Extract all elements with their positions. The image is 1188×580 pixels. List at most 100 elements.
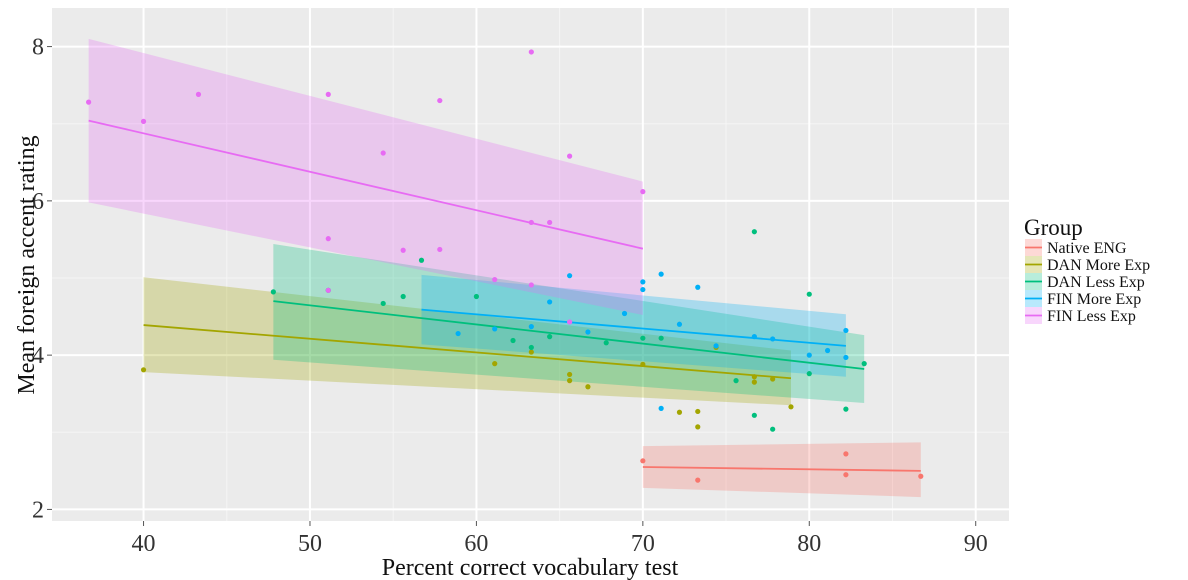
data-point: [567, 273, 573, 279]
fit-lines: [88, 119, 921, 472]
x-tick-label: 40: [132, 531, 156, 557]
data-point: [528, 349, 534, 355]
data-point: [770, 426, 776, 432]
data-point: [567, 319, 573, 325]
data-point: [658, 405, 664, 411]
legend-title: Group: [1024, 215, 1083, 240]
y-tick-label: 2: [32, 497, 44, 523]
data-point: [567, 153, 573, 159]
data-point: [640, 286, 646, 293]
data-point: [843, 451, 849, 457]
data-point: [140, 118, 147, 124]
data-point: [528, 49, 534, 55]
fit-line: [143, 324, 792, 380]
y-tick-label: 4: [32, 343, 44, 369]
y-tick-label: 6: [32, 189, 44, 215]
data-point: [528, 344, 534, 351]
data-point: [770, 336, 776, 342]
data-point: [676, 321, 683, 327]
legend-label: DAN Less Exp: [1047, 274, 1145, 291]
data-point: [380, 150, 386, 156]
data-point: [473, 293, 480, 300]
y-axis-title: Mean foreign accent rating: [14, 135, 40, 394]
data-point: [325, 236, 331, 242]
grid-major: [52, 8, 1009, 521]
fit-line: [421, 308, 846, 347]
data-point: [492, 276, 498, 283]
data-point: [400, 247, 406, 253]
data-point: [695, 477, 701, 483]
data-point: [528, 219, 534, 226]
y-tick-label: 8: [32, 35, 44, 61]
data-point: [843, 327, 849, 334]
data-point: [567, 378, 573, 384]
x-tick-label: 90: [964, 531, 988, 557]
data-point: [824, 347, 831, 354]
data-point: [640, 361, 646, 367]
confidence-band: [143, 277, 791, 406]
confidence-band: [421, 274, 846, 377]
data-point: [843, 472, 849, 478]
data-point: [325, 287, 331, 293]
data-point: [547, 219, 553, 226]
legend-label: FIN Less Exp: [1047, 308, 1136, 325]
data-point: [567, 371, 573, 378]
tick-labels: 40 50 60 70 80 90 2 4 6 8: [32, 35, 988, 557]
legend-label: Native ENG: [1047, 240, 1127, 257]
data-point: [270, 289, 276, 295]
data-point: [843, 406, 849, 412]
axis-ticks: [47, 46, 977, 526]
data-point: [418, 257, 425, 263]
data-point: [806, 371, 812, 377]
data-point: [751, 229, 757, 235]
data-point: [676, 409, 683, 415]
data-points: [86, 49, 924, 483]
data-point: [640, 335, 646, 341]
data-point: [86, 99, 92, 105]
data-point: [733, 378, 739, 384]
grid-minor: [52, 8, 1009, 521]
data-point: [325, 91, 331, 97]
data-point: [195, 91, 202, 97]
data-point: [751, 412, 757, 418]
data-point: [380, 300, 386, 307]
data-point: [603, 340, 609, 346]
data-point: [806, 291, 812, 297]
data-point: [437, 246, 443, 253]
data-point: [585, 384, 591, 390]
data-point: [455, 330, 461, 337]
data-point: [528, 324, 534, 330]
legend-label: FIN More Exp: [1047, 291, 1141, 308]
data-point: [437, 97, 443, 104]
x-tick-label: 50: [298, 531, 322, 557]
data-point: [621, 310, 628, 317]
data-point: [547, 299, 553, 305]
data-point: [140, 367, 147, 373]
data-point: [547, 334, 553, 340]
x-axis-title: Percent correct vocabulary test: [382, 555, 679, 580]
x-tick-label: 70: [631, 531, 655, 557]
fit-line: [88, 119, 644, 250]
data-point: [640, 279, 646, 285]
data-point: [695, 284, 701, 290]
data-point: [751, 379, 757, 385]
data-point: [751, 374, 757, 380]
data-point: [788, 404, 794, 410]
data-point: [640, 189, 646, 195]
confidence-band: [88, 38, 643, 316]
data-point: [695, 408, 701, 415]
data-point: [695, 424, 701, 430]
fit-line: [273, 300, 865, 370]
data-point: [843, 354, 849, 361]
data-point: [770, 376, 776, 382]
data-point: [658, 271, 664, 277]
data-point: [861, 361, 867, 367]
data-point: [658, 335, 664, 341]
data-point: [492, 326, 498, 332]
data-point: [640, 458, 646, 464]
data-point: [492, 361, 498, 367]
data-point: [510, 337, 516, 344]
data-point: [751, 334, 757, 340]
